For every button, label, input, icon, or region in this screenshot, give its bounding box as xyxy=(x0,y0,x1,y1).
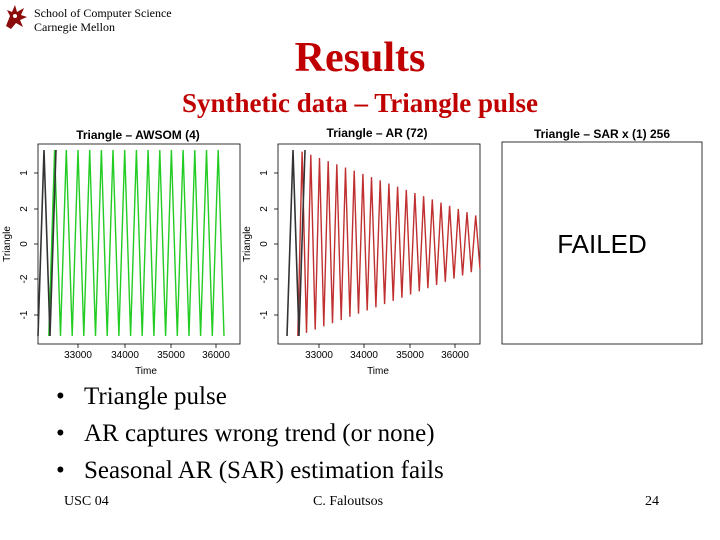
chart-awsom-y-ticks: -1 -2 0 2 1 xyxy=(19,170,38,319)
bullet-text: Seasonal AR (SAR) estimation fails xyxy=(84,457,444,484)
bullet-item: • AR captures wrong trend (or none) xyxy=(56,415,444,452)
chart-sar-frame xyxy=(501,141,703,345)
chart-ar-x-label: Time xyxy=(367,366,389,377)
footer-author: C. Faloutsos xyxy=(313,494,384,509)
chart-awsom-x-tick-label: 35000 xyxy=(157,350,185,361)
chart-ar-series-forecast xyxy=(297,151,481,337)
chart-ar-x-tick-label: 35000 xyxy=(396,350,424,361)
chart-awsom-plot xyxy=(37,149,225,337)
bullet-text: Triangle pulse xyxy=(84,383,227,410)
chart-awsom-y-tick-label: 1 xyxy=(19,170,30,176)
chart-ar-y-ticks: -1 -2 0 2 1 xyxy=(259,170,278,319)
chart-ar-y-tick-label: 2 xyxy=(259,206,270,212)
chart-ar-title: Triangle – AR (72) xyxy=(327,126,428,140)
chart-ar-x-tick-label: 33000 xyxy=(305,350,333,361)
chart-ar-y-tick-label: -1 xyxy=(259,310,270,319)
bullet-dot-icon: • xyxy=(56,383,65,410)
chart-awsom: Triangle – AWSOM (4) 33000 34000 35000 3600… xyxy=(2,128,241,377)
footer-venue: USC 04 xyxy=(64,494,109,509)
header-logo-block: School of Computer Science Carnegie Mell… xyxy=(2,2,192,38)
chart-awsom-series-forecast xyxy=(48,149,225,337)
chart-awsom-y-tick-label: 0 xyxy=(19,241,30,247)
chart-awsom-x-label: Time xyxy=(135,366,157,377)
chart-awsom-y-tick-label: -2 xyxy=(19,274,30,283)
griffin-logo-icon xyxy=(6,5,27,29)
chart-ar-y-tick-label: -2 xyxy=(259,274,270,283)
chart-awsom-y-label: Triangle xyxy=(2,226,13,262)
chart-awsom-x-tick-label: 34000 xyxy=(111,350,139,361)
slide-subtitle: Synthetic data – Triangle pulse xyxy=(181,88,539,118)
bullet-list: • Triangle pulse • AR captures wrong trend… xyxy=(56,378,444,489)
chart-ar-x-tick-label: 34000 xyxy=(350,350,378,361)
chart-awsom-y-tick-label: -1 xyxy=(19,310,30,319)
bullet-text: AR captures wrong trend (or none) xyxy=(84,420,435,447)
chart-ar-series-original xyxy=(286,149,306,337)
chart-ar-x-ticks: 33000 34000 35000 36000 xyxy=(305,344,469,361)
chart-awsom-x-tick-label: 36000 xyxy=(202,350,230,361)
bullet-dot-icon: • xyxy=(56,420,65,447)
chart-ar: Triangle – AR (72) 33000 34000 35000 36000 … xyxy=(242,126,481,377)
bullet-item: • Seasonal AR (SAR) estimation fails xyxy=(56,452,444,489)
org-name-line2: Carnegie Mellon xyxy=(34,20,115,34)
chart-awsom-x-ticks: 33000 34000 35000 36000 xyxy=(64,344,230,361)
chart-ar-y-label: Triangle xyxy=(242,226,253,262)
org-name-line1: School of Computer Science xyxy=(34,6,172,20)
charts-area: Triangle – AWSOM (4) 33000 34000 35000 3600… xyxy=(2,126,703,377)
bullet-item: • Triangle pulse xyxy=(56,378,444,415)
bullet-dot-icon: • xyxy=(56,457,65,484)
chart-sar: Triangle – SAR x (1) 256 FAILED xyxy=(501,127,703,345)
chart-awsom-y-tick-label: 2 xyxy=(19,206,30,212)
chart-ar-y-tick-label: 0 xyxy=(259,241,270,247)
chart-ar-x-tick-label: 36000 xyxy=(441,350,469,361)
chart-ar-y-tick-label: 1 xyxy=(259,170,270,176)
chart-awsom-x-tick-label: 33000 xyxy=(64,350,92,361)
chart-awsom-series-original xyxy=(37,149,57,337)
chart-ar-plot xyxy=(286,149,481,337)
chart-awsom-title: Triangle – AWSOM (4) xyxy=(76,128,200,142)
chart-sar-title: Triangle – SAR x (1) 256 xyxy=(534,127,670,141)
slide-title: Results xyxy=(294,35,426,81)
footer-page-number: 24 xyxy=(645,494,659,509)
chart-sar-failed-label: FAILED xyxy=(557,229,647,259)
